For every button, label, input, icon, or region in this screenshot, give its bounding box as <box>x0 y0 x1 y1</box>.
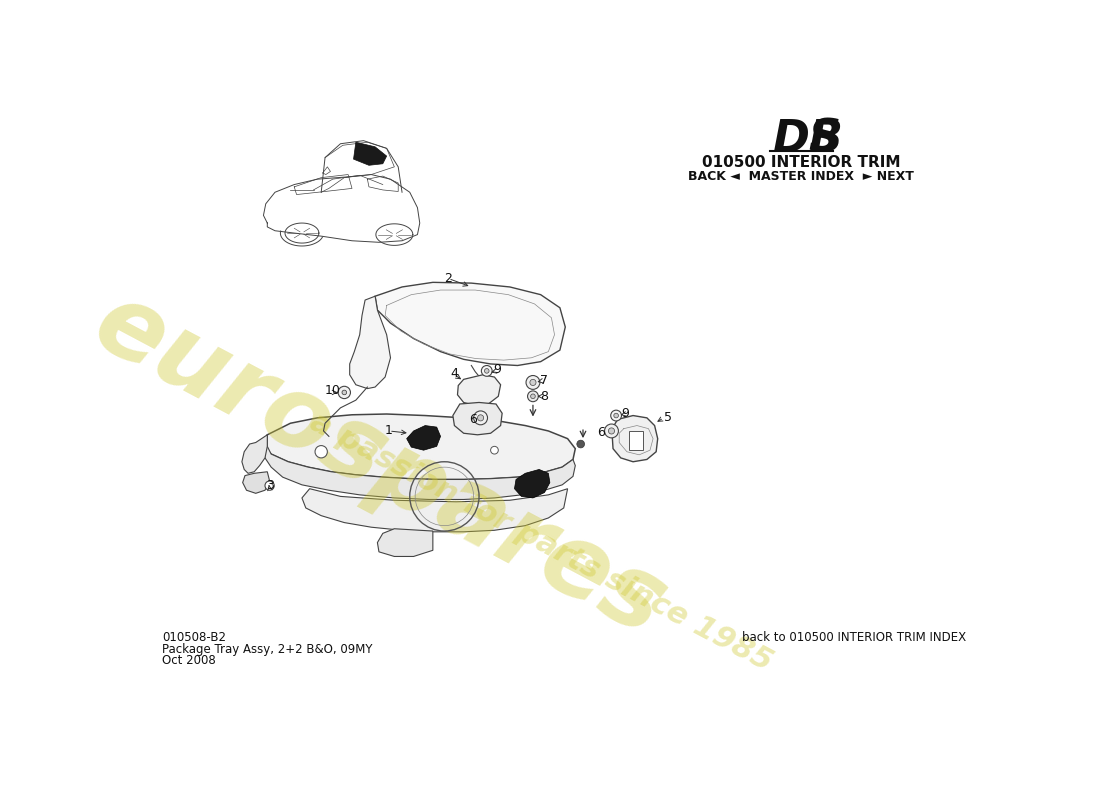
Text: BACK ◄  MASTER INDEX  ► NEXT: BACK ◄ MASTER INDEX ► NEXT <box>688 170 914 183</box>
Text: 8: 8 <box>540 390 548 403</box>
Text: 9: 9 <box>493 363 500 376</box>
Circle shape <box>530 379 536 386</box>
Bar <box>629 431 644 450</box>
Text: 9: 9 <box>621 406 629 420</box>
Circle shape <box>484 369 490 373</box>
Text: 7: 7 <box>540 374 548 387</box>
Circle shape <box>605 424 618 438</box>
Text: 4: 4 <box>451 366 459 380</box>
Text: 2: 2 <box>444 272 452 285</box>
Text: 010508-B2: 010508-B2 <box>162 631 226 644</box>
Circle shape <box>614 414 618 418</box>
Circle shape <box>608 428 615 434</box>
Text: eurospares: eurospares <box>77 274 681 657</box>
Polygon shape <box>613 415 658 462</box>
Text: 6: 6 <box>597 426 605 439</box>
Polygon shape <box>407 426 440 450</box>
Text: Package Tray Assy, 2+2 B&O, 09MY: Package Tray Assy, 2+2 B&O, 09MY <box>162 642 372 656</box>
Text: 6: 6 <box>469 413 476 426</box>
Circle shape <box>528 391 538 402</box>
Circle shape <box>576 440 584 448</box>
Polygon shape <box>242 435 267 474</box>
Polygon shape <box>243 472 270 494</box>
Circle shape <box>482 366 492 376</box>
Polygon shape <box>375 282 565 366</box>
Circle shape <box>491 446 498 454</box>
Text: S: S <box>808 118 840 161</box>
Circle shape <box>526 375 540 390</box>
Polygon shape <box>458 374 500 406</box>
Circle shape <box>315 446 328 458</box>
Text: 1: 1 <box>385 425 393 438</box>
Text: a passion for parts since 1985: a passion for parts since 1985 <box>305 408 777 678</box>
Polygon shape <box>301 489 568 532</box>
Circle shape <box>530 394 536 398</box>
Text: 10: 10 <box>324 385 341 398</box>
Polygon shape <box>377 529 433 557</box>
Circle shape <box>338 386 351 398</box>
Circle shape <box>342 390 346 394</box>
Polygon shape <box>353 142 387 166</box>
Text: DB: DB <box>772 118 843 161</box>
Text: 3: 3 <box>266 479 274 492</box>
Polygon shape <box>515 470 550 498</box>
Text: 010500 INTERIOR TRIM: 010500 INTERIOR TRIM <box>702 154 900 170</box>
Polygon shape <box>264 414 575 479</box>
Circle shape <box>610 410 621 421</box>
Text: Oct 2008: Oct 2008 <box>162 654 216 667</box>
Polygon shape <box>350 296 390 389</box>
Circle shape <box>477 414 484 421</box>
Polygon shape <box>453 402 502 435</box>
Circle shape <box>474 411 487 425</box>
Text: 5: 5 <box>663 411 672 424</box>
Polygon shape <box>264 435 575 499</box>
Text: back to 010500 INTERIOR TRIM INDEX: back to 010500 INTERIOR TRIM INDEX <box>741 631 966 644</box>
Circle shape <box>265 481 274 490</box>
